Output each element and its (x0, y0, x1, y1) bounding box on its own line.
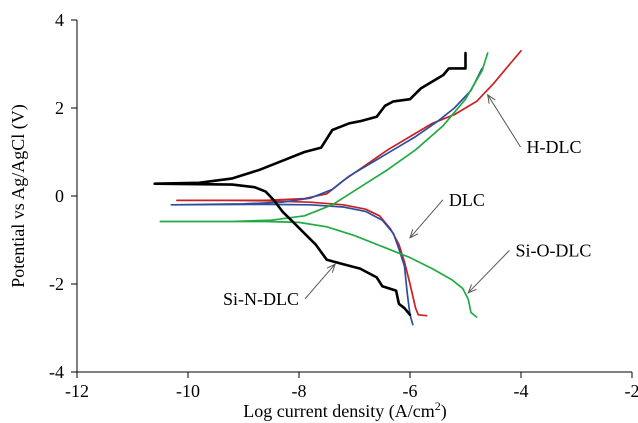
series-line-dlc (170, 67, 483, 326)
x-axis-title-close: ) (441, 401, 447, 422)
series-line-si-o-dlc (159, 52, 489, 318)
annotation-arrow-head (326, 263, 336, 273)
annotation-arrow-head (467, 284, 477, 294)
annotation-label: H-DLC (527, 137, 582, 157)
x-tick-label: -6 (403, 381, 418, 401)
annotations-group: H-DLC DLC Si-O-DLC Si-N-DLC (223, 93, 591, 309)
annotation-arrow-line (487, 94, 521, 148)
series-line-si-n-dlc (153, 51, 467, 317)
annotation-arrow-line (304, 263, 336, 300)
series-line-h-dlc (176, 49, 522, 317)
x-tick-label: -4 (514, 381, 529, 401)
plot-area (76, 20, 632, 373)
y-axis-title: Potential vs Ag/AgCl (V) (8, 104, 29, 288)
annotation-arrow-line (467, 250, 510, 294)
annotation-arrow-line (409, 199, 444, 239)
annotation-label: DLC (449, 190, 485, 210)
x-tick-label: -8 (292, 381, 307, 401)
y-tick-label: -4 (49, 362, 64, 382)
x-axis-title-main: Log current density (A/cm (243, 401, 434, 422)
x-tick-label: -12 (65, 381, 89, 401)
y-tick-label: -2 (49, 274, 64, 294)
series-group (153, 49, 522, 326)
x-tick-label: -2 (625, 381, 638, 401)
annotation-label: Si-O-DLC (515, 240, 591, 260)
y-tick-label: 0 (55, 186, 64, 206)
axis-ticks: -12 -10 -8 -6 -4 -2 -4 -2 0 2 4 (49, 10, 638, 401)
x-axis-title-sup: 2 (435, 399, 441, 413)
x-tick-label: -10 (176, 381, 200, 401)
x-axis-title: Log current density (A/cm2) (243, 399, 446, 422)
annotation-arrow-head (409, 229, 419, 239)
y-tick-label: 2 (55, 98, 64, 118)
annotation-label: Si-N-DLC (223, 289, 299, 309)
annotation-arrow-head (487, 93, 496, 104)
y-tick-label: 4 (55, 10, 64, 30)
